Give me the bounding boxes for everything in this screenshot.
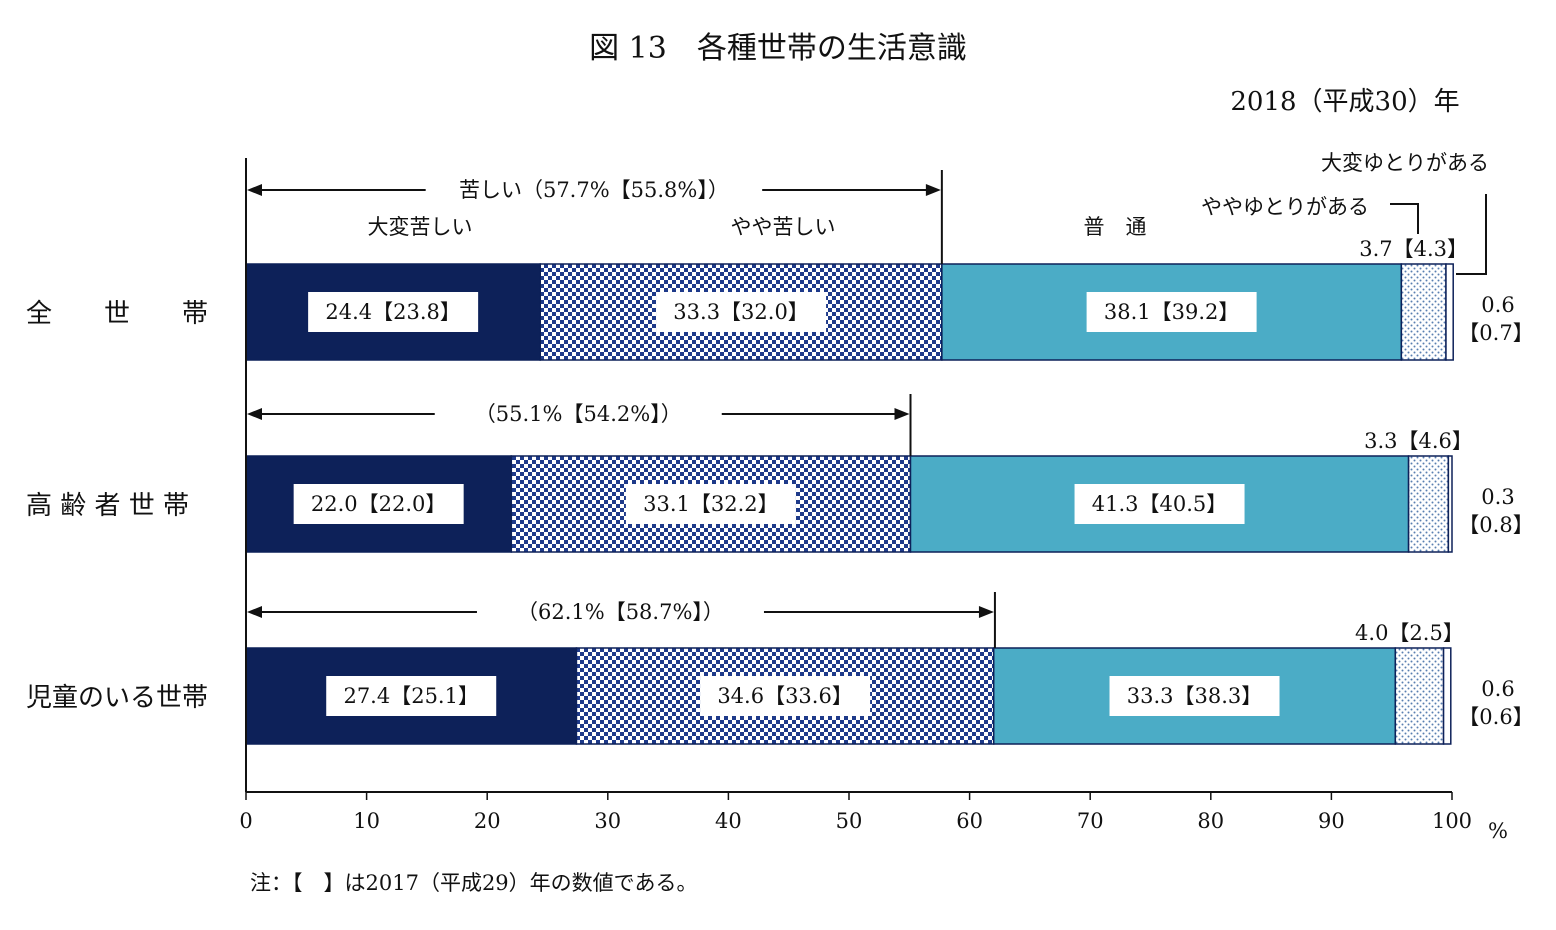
value-label: 【0.8】 bbox=[1458, 513, 1533, 537]
value-label: 41.3【40.5】 bbox=[1092, 492, 1228, 516]
bracket-arrowhead bbox=[894, 408, 910, 420]
x-tick-label: 0 bbox=[239, 809, 252, 833]
chart-title: 図 13 各種世帯の生活意識 bbox=[589, 31, 967, 66]
unit-label: % bbox=[1488, 819, 1508, 843]
bracket-arrowhead bbox=[978, 606, 994, 618]
bar-segment bbox=[1394, 647, 1445, 745]
bracket-arrowhead bbox=[247, 408, 262, 420]
x-tick-label: 40 bbox=[715, 809, 742, 833]
leader-line-somewhat-comfortable bbox=[1390, 203, 1419, 234]
x-tick-label: 60 bbox=[956, 809, 983, 833]
series-label-somewhat-comfortable: ややゆとりがある bbox=[1201, 195, 1369, 219]
value-label: 0.6 bbox=[1481, 293, 1514, 317]
bracket-arrowhead bbox=[247, 606, 262, 618]
value-label-box bbox=[656, 292, 827, 332]
bar-segment bbox=[1445, 263, 1454, 361]
bracket-label: （55.1%【54.2%】） bbox=[475, 402, 682, 426]
leader-line-very-comfortable bbox=[1456, 194, 1487, 275]
value-label: 4.0【2.5】 bbox=[1355, 621, 1464, 645]
value-label-box bbox=[1086, 292, 1257, 332]
bracket-label: 苦しい（57.7%【55.8%】） bbox=[459, 178, 729, 202]
category-label: 高 齢 者 世 帯 bbox=[26, 491, 189, 521]
x-tick-label: 70 bbox=[1077, 809, 1104, 833]
value-label: 33.3【38.3】 bbox=[1127, 684, 1263, 708]
bar-segment bbox=[1407, 455, 1450, 553]
bracket-arrowhead bbox=[925, 184, 941, 196]
value-label: 3.3【4.6】 bbox=[1364, 429, 1473, 453]
value-label-box bbox=[326, 676, 497, 716]
x-tick-label: 100 bbox=[1432, 809, 1472, 833]
value-label-box bbox=[308, 292, 479, 332]
x-axis-ticks: 0 10 20 30 40 50 60 70 80 90 100 bbox=[239, 792, 1472, 833]
x-tick-label: 30 bbox=[594, 809, 621, 833]
x-tick-label: 90 bbox=[1318, 809, 1345, 833]
series-label-very-hard: 大変苦しい bbox=[368, 215, 473, 239]
x-tick-label: 20 bbox=[474, 809, 501, 833]
series-label-somewhat-hard: やや苦しい bbox=[731, 215, 836, 239]
value-label: 34.6【33.6】 bbox=[717, 684, 853, 708]
value-label: 33.3【32.0】 bbox=[673, 300, 809, 324]
value-label: 3.7【4.3】 bbox=[1359, 237, 1468, 261]
bar-segment bbox=[1442, 647, 1452, 745]
value-label: 27.4【25.1】 bbox=[343, 684, 479, 708]
value-label: 33.1【32.2】 bbox=[643, 492, 779, 516]
value-label: 0.6 bbox=[1481, 677, 1514, 701]
value-label: 22.0【22.0】 bbox=[311, 492, 447, 516]
footnote: 注：【 】は2017（平成29）年の数値である。 bbox=[250, 871, 697, 895]
value-label-box bbox=[1074, 484, 1245, 524]
value-label: 0.3 bbox=[1481, 485, 1514, 509]
value-label: 38.1【39.2】 bbox=[1104, 300, 1240, 324]
bar-segment bbox=[1447, 455, 1453, 553]
bar-segment bbox=[1400, 263, 1447, 361]
value-label: 【0.7】 bbox=[1458, 321, 1533, 345]
series-label-very-comfortable: 大変ゆとりがある bbox=[1321, 151, 1489, 175]
x-tick-label: 50 bbox=[836, 809, 863, 833]
value-label-box bbox=[625, 484, 796, 524]
bracket-arrowhead bbox=[247, 184, 262, 196]
x-tick-label: 10 bbox=[353, 809, 380, 833]
bars-layer: 全 世 帯 24.4【23.8】 33.3【32.0】 38.1【39.2】 3.7【4… bbox=[26, 170, 1534, 745]
bracket-label: （62.1%【58.7%】） bbox=[517, 600, 724, 624]
x-tick-label: 80 bbox=[1197, 809, 1224, 833]
value-label: 【0.6】 bbox=[1458, 705, 1533, 729]
value-label: 24.4【23.8】 bbox=[325, 300, 461, 324]
series-label-normal: 普 通 bbox=[1084, 215, 1147, 239]
chart-subtitle: 2018（平成30）年 bbox=[1230, 87, 1459, 117]
category-label: 全 世 帯 bbox=[26, 299, 208, 329]
value-label-box bbox=[700, 676, 871, 716]
category-label: 児童のいる世帯 bbox=[26, 683, 208, 713]
value-label-box bbox=[1109, 676, 1280, 716]
value-label-box bbox=[293, 484, 464, 524]
